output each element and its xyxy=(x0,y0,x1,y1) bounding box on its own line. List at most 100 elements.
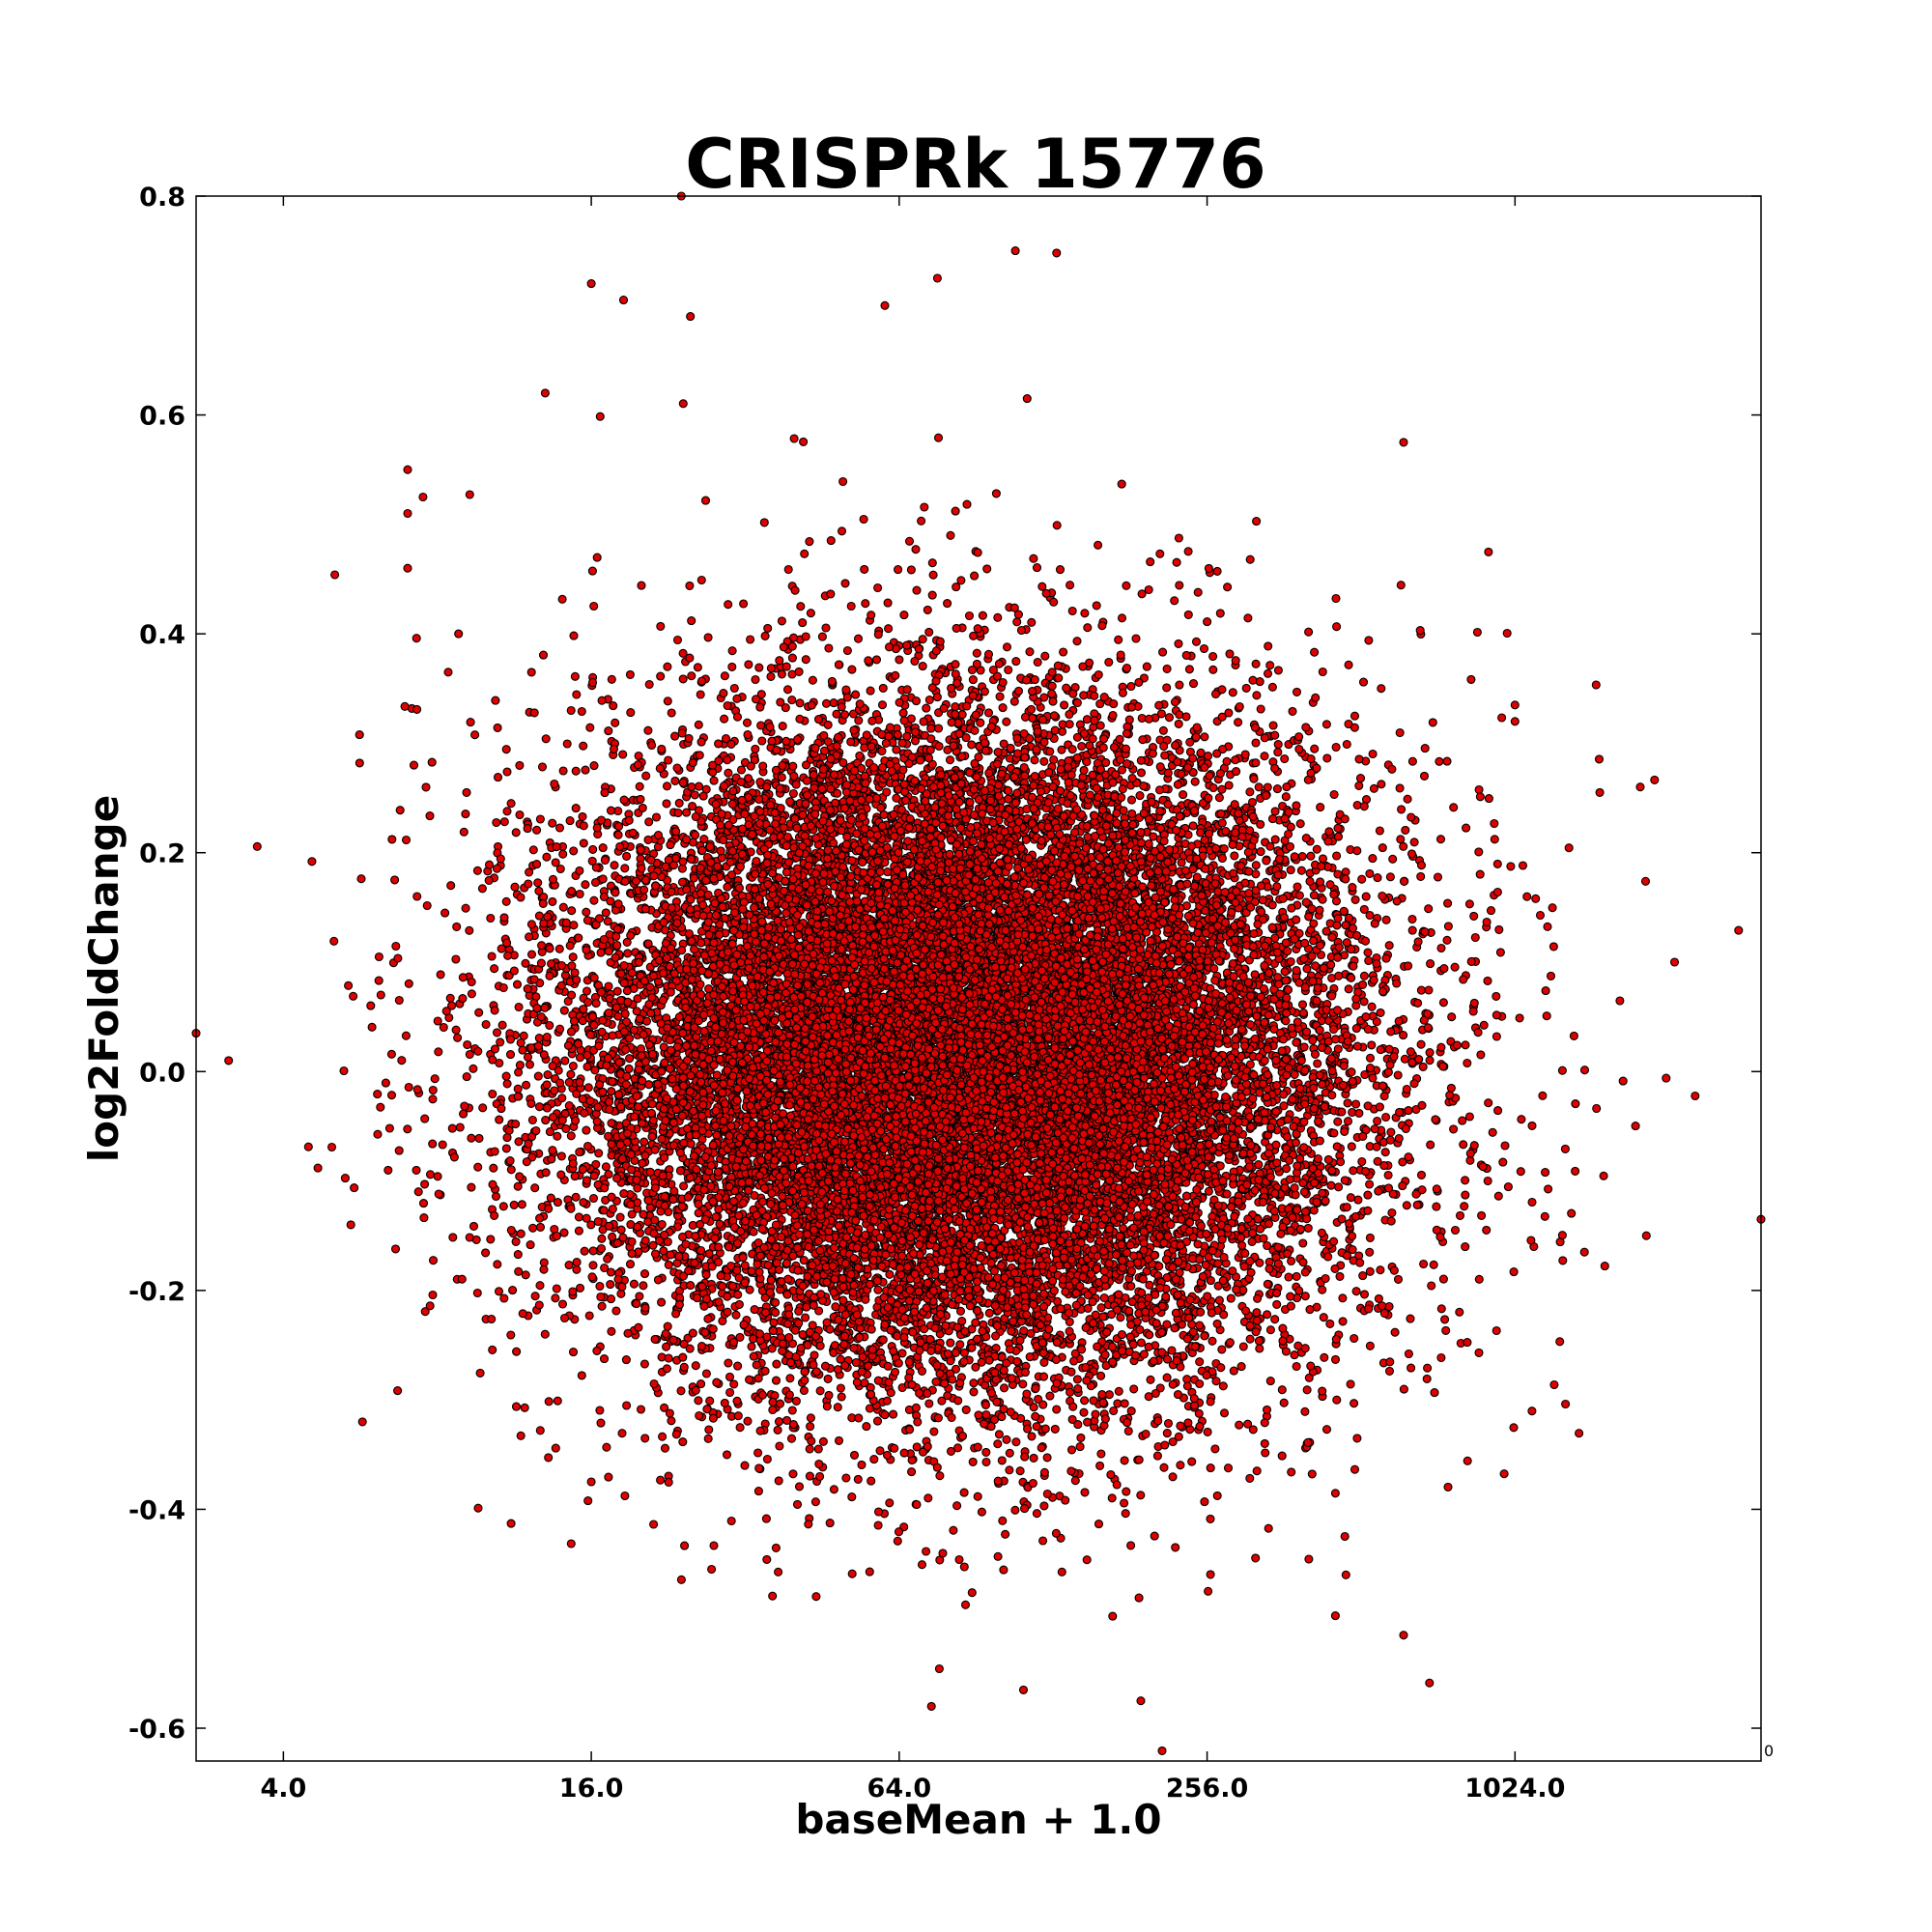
data-point xyxy=(1204,1586,1213,1596)
data-point xyxy=(599,1354,610,1364)
data-point xyxy=(581,765,590,775)
data-point xyxy=(676,1575,686,1584)
data-point xyxy=(727,646,737,656)
data-point xyxy=(575,1283,585,1293)
data-point xyxy=(1060,700,1069,710)
data-point xyxy=(400,701,410,711)
data-point xyxy=(512,980,523,989)
data-point xyxy=(1073,1384,1083,1394)
data-point xyxy=(620,1491,630,1501)
data-point xyxy=(1119,1224,1128,1234)
data-point xyxy=(1564,843,1574,853)
data-point xyxy=(922,1547,931,1556)
data-point xyxy=(373,1090,383,1099)
data-point xyxy=(1264,1523,1273,1533)
data-point xyxy=(899,716,909,725)
data-point xyxy=(733,1361,743,1371)
data-point xyxy=(829,698,838,708)
data-point xyxy=(762,1454,772,1464)
data-point xyxy=(1137,589,1147,599)
data-point xyxy=(1146,1375,1155,1384)
data-point xyxy=(451,1025,461,1035)
data-point xyxy=(656,1475,666,1485)
data-point xyxy=(889,1409,898,1419)
data-point xyxy=(625,1260,636,1269)
data-point xyxy=(1569,1031,1578,1040)
data-point xyxy=(428,1256,439,1265)
data-point xyxy=(1040,651,1050,661)
data-point xyxy=(1365,1233,1375,1242)
data-point xyxy=(1300,1406,1310,1416)
data-point xyxy=(1492,991,1501,1001)
data-point xyxy=(1494,924,1504,934)
data-point xyxy=(1304,1554,1314,1564)
data-point xyxy=(624,1064,634,1073)
data-point xyxy=(425,811,435,821)
data-point xyxy=(1030,755,1039,765)
data-point xyxy=(1097,1390,1107,1400)
data-point xyxy=(981,1447,991,1457)
data-point xyxy=(387,835,397,844)
data-point xyxy=(1319,1313,1328,1322)
data-point xyxy=(1387,1208,1397,1218)
data-point xyxy=(771,1376,781,1385)
data-point xyxy=(1363,1190,1373,1200)
data-point xyxy=(577,1371,586,1380)
data-point xyxy=(582,916,592,925)
data-point xyxy=(993,1551,1003,1561)
data-point xyxy=(481,1019,491,1030)
data-point xyxy=(1460,1202,1469,1211)
data-point xyxy=(1376,1045,1385,1055)
data-point xyxy=(420,1114,430,1123)
data-point xyxy=(1094,1520,1104,1529)
data-point xyxy=(428,1085,438,1095)
data-point xyxy=(1351,1287,1361,1296)
data-point xyxy=(607,1087,616,1096)
data-point xyxy=(1320,1352,1329,1362)
data-point xyxy=(510,882,520,892)
data-point xyxy=(1280,753,1290,764)
data-point xyxy=(606,1280,615,1290)
data-point xyxy=(526,950,537,959)
data-point xyxy=(1483,1176,1492,1186)
data-point xyxy=(1134,1593,1144,1603)
data-point xyxy=(1050,1424,1060,1434)
data-point xyxy=(761,1514,771,1523)
data-point xyxy=(610,861,619,870)
data-point xyxy=(906,714,916,724)
data-point xyxy=(394,995,404,1006)
data-point xyxy=(1492,887,1502,897)
data-point xyxy=(224,1056,234,1065)
data-point xyxy=(495,1115,504,1124)
data-point xyxy=(420,1179,430,1189)
data-point xyxy=(1365,868,1375,878)
data-point xyxy=(956,576,966,585)
data-point xyxy=(1072,1375,1082,1384)
data-point xyxy=(538,650,549,660)
data-point xyxy=(799,437,809,446)
data-point xyxy=(1164,713,1175,723)
data-point xyxy=(1012,617,1022,627)
data-point xyxy=(1058,726,1067,736)
data-point xyxy=(1094,540,1103,550)
data-point xyxy=(1321,1196,1330,1206)
data-point xyxy=(514,1067,524,1077)
data-point xyxy=(1245,554,1255,564)
data-point xyxy=(550,779,559,789)
data-point xyxy=(1174,533,1183,543)
data-point xyxy=(927,558,937,568)
data-point xyxy=(857,1460,867,1469)
data-point xyxy=(1368,749,1378,759)
data-point xyxy=(837,526,847,536)
data-point xyxy=(1168,1472,1178,1482)
data-point xyxy=(813,1444,823,1454)
data-point xyxy=(1492,859,1502,868)
data-point xyxy=(1096,1449,1106,1459)
data-point xyxy=(1161,1292,1171,1301)
data-point xyxy=(1145,1280,1154,1290)
data-point xyxy=(491,696,500,705)
data-point xyxy=(1436,1352,1446,1363)
data-point xyxy=(526,920,536,929)
data-point xyxy=(1296,866,1306,875)
data-point xyxy=(801,760,811,770)
